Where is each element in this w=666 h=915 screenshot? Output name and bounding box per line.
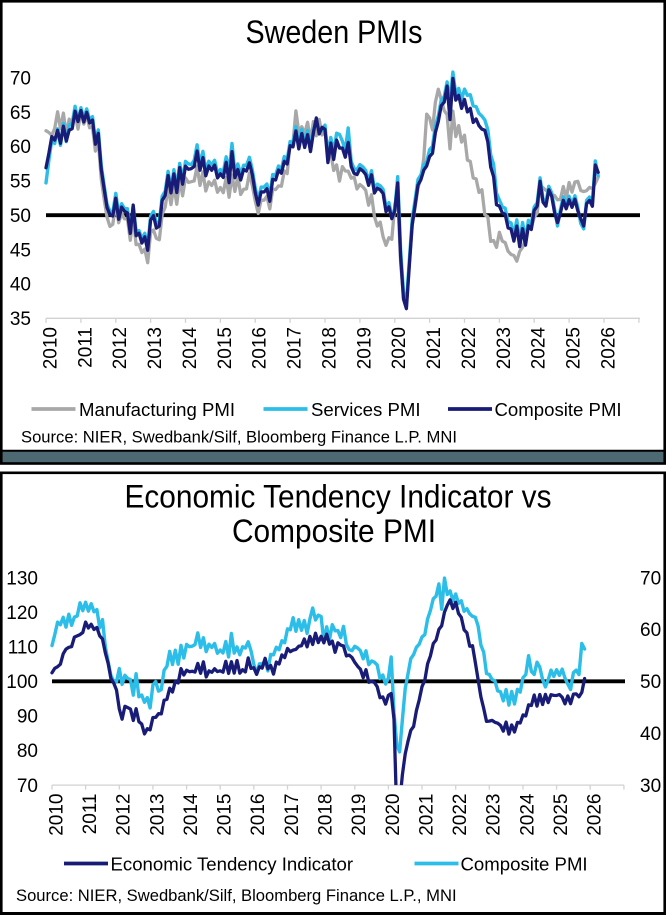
svg-text:2025: 2025 (564, 327, 585, 369)
svg-text:2013: 2013 (145, 327, 166, 369)
svg-text:Composite PMI: Composite PMI (461, 854, 588, 875)
svg-text:70: 70 (10, 68, 31, 89)
svg-text:2016: 2016 (250, 327, 271, 369)
svg-text:2023: 2023 (484, 794, 505, 836)
svg-text:65: 65 (10, 103, 31, 124)
svg-text:2011: 2011 (80, 794, 101, 835)
svg-text:2023: 2023 (494, 327, 515, 369)
svg-text:Economic Tendency Indicator vs: Economic Tendency Indicator vs (125, 479, 552, 515)
svg-text:Source: NIER, Swedbank/Silf, B: Source: NIER, Swedbank/Silf, Bloomberg F… (21, 428, 457, 447)
svg-text:120: 120 (6, 603, 38, 624)
svg-text:2017: 2017 (285, 327, 306, 369)
svg-text:100: 100 (6, 672, 38, 693)
svg-text:2026: 2026 (585, 794, 606, 836)
svg-text:Composite PMI: Composite PMI (232, 513, 436, 549)
svg-text:Composite PMI: Composite PMI (495, 399, 622, 420)
svg-text:45: 45 (10, 240, 31, 261)
svg-text:2016: 2016 (248, 794, 269, 836)
svg-text:2021: 2021 (424, 327, 445, 369)
svg-text:55: 55 (10, 172, 31, 193)
svg-text:2013: 2013 (147, 794, 168, 836)
svg-text:2020: 2020 (383, 794, 404, 836)
svg-text:2026: 2026 (598, 327, 619, 369)
svg-text:50: 50 (10, 206, 31, 227)
svg-text:70: 70 (17, 776, 38, 797)
svg-text:35: 35 (10, 309, 31, 330)
svg-text:2015: 2015 (215, 327, 236, 369)
svg-text:Services PMI: Services PMI (311, 399, 421, 420)
svg-text:2011: 2011 (75, 327, 96, 368)
svg-text:80: 80 (17, 741, 38, 762)
svg-text:40: 40 (10, 275, 31, 296)
svg-text:70: 70 (640, 568, 661, 589)
svg-text:2024: 2024 (529, 327, 550, 370)
svg-text:60: 60 (10, 137, 31, 158)
svg-text:Economic Tendency Indicator: Economic Tendency Indicator (111, 854, 354, 875)
svg-text:2010: 2010 (46, 794, 67, 836)
svg-text:2018: 2018 (316, 794, 337, 836)
svg-text:2015: 2015 (215, 794, 236, 836)
svg-text:60: 60 (640, 620, 661, 641)
svg-text:110: 110 (8, 638, 38, 659)
svg-text:30: 30 (640, 776, 661, 797)
svg-text:Sweden PMIs: Sweden PMIs (246, 14, 423, 50)
svg-text:40: 40 (640, 724, 661, 745)
svg-text:90: 90 (17, 707, 38, 728)
svg-text:2020: 2020 (389, 327, 410, 369)
svg-text:2019: 2019 (354, 327, 375, 369)
svg-text:2012: 2012 (110, 327, 131, 369)
svg-text:Source: NIER, Swedbank/Silf, B: Source: NIER, Swedbank/Silf, Bloomberg F… (16, 886, 457, 905)
svg-text:2025: 2025 (551, 794, 572, 836)
svg-text:2022: 2022 (459, 327, 480, 369)
svg-text:130: 130 (6, 568, 38, 589)
svg-text:2014: 2014 (181, 793, 202, 836)
svg-text:2022: 2022 (450, 794, 471, 836)
svg-text:2018: 2018 (319, 327, 340, 369)
svg-text:2010: 2010 (40, 327, 61, 369)
svg-text:50: 50 (640, 672, 661, 693)
svg-text:2017: 2017 (282, 794, 303, 836)
svg-text:2012: 2012 (114, 794, 135, 836)
svg-text:2021: 2021 (416, 794, 437, 836)
svg-text:2019: 2019 (349, 794, 370, 836)
svg-text:2014: 2014 (180, 327, 201, 370)
svg-text:Manufacturing PMI: Manufacturing PMI (79, 399, 235, 420)
svg-text:2024: 2024 (517, 793, 538, 836)
